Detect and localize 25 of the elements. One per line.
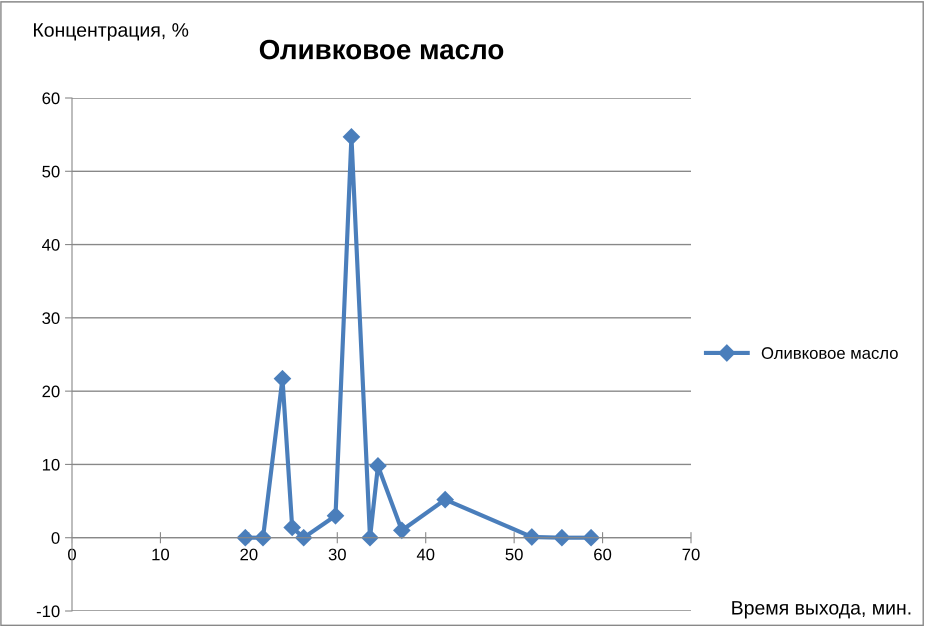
y-tick-label: 40	[42, 238, 60, 251]
point	[284, 518, 301, 536]
x-tick-label: 10	[152, 548, 170, 560]
point	[393, 522, 410, 539]
point	[436, 491, 454, 508]
x-tick-label: 40	[416, 548, 434, 560]
legend-label: Оливковое масло	[762, 347, 898, 359]
y-tick-label: 60	[42, 92, 60, 104]
x-tick-label: 50	[506, 548, 523, 560]
y-tick-label: 20	[42, 386, 60, 398]
x-tick-label: 60	[594, 548, 612, 560]
y-tick-label: 30	[42, 312, 60, 324]
chart-title: Оливковое масло	[260, 40, 504, 60]
y-axis-title: Концентрация, %	[34, 23, 188, 41]
y-tick-label: -10	[36, 605, 60, 618]
x-tick-label: 30	[328, 548, 346, 560]
x-tick-label: 20	[240, 548, 258, 560]
point	[326, 507, 344, 524]
y-tick-label: 50	[42, 166, 60, 178]
point	[342, 128, 360, 146]
x-tick-label: 70	[682, 548, 700, 560]
y-tick-label: 10	[42, 458, 60, 471]
y-tick-label: 0	[52, 532, 60, 544]
x-axis-title: Время выхода, мин.	[732, 601, 910, 618]
point	[369, 457, 387, 474]
